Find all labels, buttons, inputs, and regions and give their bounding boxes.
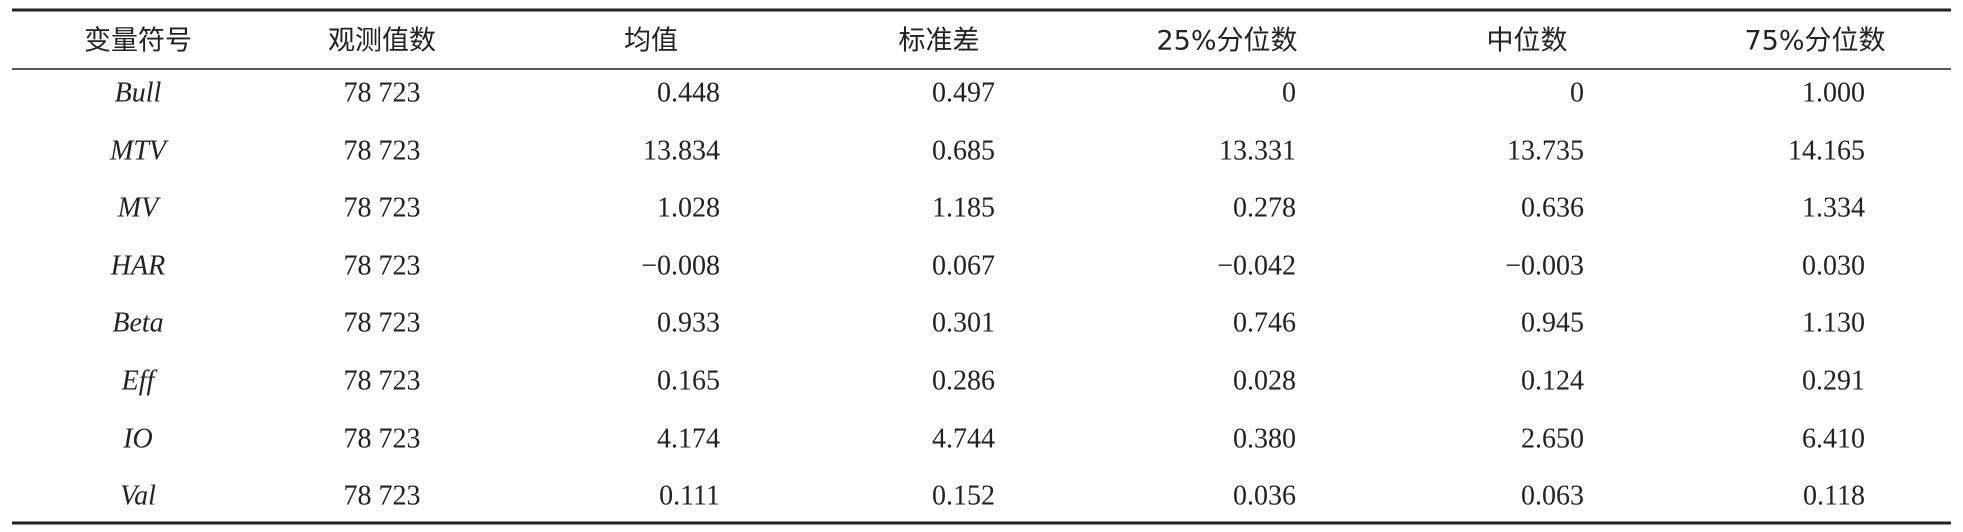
cell: 1.028 — [657, 192, 720, 223]
variable-symbol: Eff — [121, 365, 158, 396]
cell: 78 723 — [344, 307, 421, 338]
cell: 0.497 — [932, 77, 995, 108]
cell: 0.291 — [1802, 365, 1865, 396]
header-cell: 中位数 — [1487, 26, 1568, 57]
cell: 0.036 — [1233, 480, 1296, 511]
cell: 0.636 — [1521, 192, 1584, 223]
cell: 0.448 — [657, 77, 720, 108]
variable-symbol: IO — [122, 423, 153, 454]
cell: 0.278 — [1233, 192, 1296, 223]
cell: 13.834 — [643, 135, 720, 166]
cell: 2.650 — [1521, 423, 1584, 454]
variable-symbol: Val — [120, 480, 156, 511]
cell: 0.746 — [1233, 307, 1296, 338]
header-cell: 变量符号 — [84, 26, 192, 57]
cell: 13.331 — [1219, 135, 1296, 166]
cell: 0.933 — [657, 307, 720, 338]
header-cell: 25%分位数 — [1156, 26, 1297, 57]
cell: 0.124 — [1521, 365, 1584, 396]
cell: 1.334 — [1802, 192, 1865, 223]
cell: 0.118 — [1803, 480, 1865, 511]
cell: −0.008 — [641, 250, 720, 281]
cell: 13.735 — [1507, 135, 1584, 166]
cell: 0.030 — [1802, 250, 1865, 281]
cell: 78 723 — [344, 365, 421, 396]
cell: 0.301 — [932, 307, 995, 338]
variable-symbol: HAR — [110, 250, 165, 281]
cell: 0.111 — [659, 480, 720, 511]
variable-symbol: MTV — [109, 135, 169, 166]
cell: 0.028 — [1233, 365, 1296, 396]
cell: 78 723 — [344, 480, 421, 511]
header-cell: 均值 — [624, 26, 678, 57]
cell: 0 — [1570, 77, 1584, 108]
cell: 0.380 — [1233, 423, 1296, 454]
cell: 78 723 — [344, 135, 421, 166]
cell: −0.042 — [1217, 250, 1296, 281]
header-cell: 观测值数 — [328, 26, 436, 57]
variable-symbol: MV — [117, 192, 161, 223]
cell: 6.410 — [1802, 423, 1865, 454]
cell: 1.130 — [1802, 307, 1865, 338]
cell: 78 723 — [344, 77, 421, 108]
header-cell: 75%分位数 — [1744, 26, 1885, 57]
cell: 4.174 — [657, 423, 720, 454]
variable-symbol: Beta — [112, 307, 163, 338]
cell: 1.185 — [932, 192, 995, 223]
cell: 0.685 — [932, 135, 995, 166]
cell: 14.165 — [1788, 135, 1865, 166]
cell: 4.744 — [932, 423, 995, 454]
cell: 0.152 — [932, 480, 995, 511]
cell: 0.945 — [1521, 307, 1584, 338]
cell: 1.000 — [1802, 77, 1865, 108]
variable-symbol: Bull — [115, 77, 162, 108]
cell: 78 723 — [344, 192, 421, 223]
cell: 78 723 — [344, 423, 421, 454]
cell: 0.067 — [932, 250, 995, 281]
cell: −0.003 — [1505, 250, 1584, 281]
cell: 0.063 — [1521, 480, 1584, 511]
cell: 78 723 — [344, 250, 421, 281]
header-cell: 标准差 — [899, 26, 980, 57]
cell: 0.165 — [657, 365, 720, 396]
cell: 0.286 — [932, 365, 995, 396]
cell: 0 — [1282, 77, 1296, 108]
